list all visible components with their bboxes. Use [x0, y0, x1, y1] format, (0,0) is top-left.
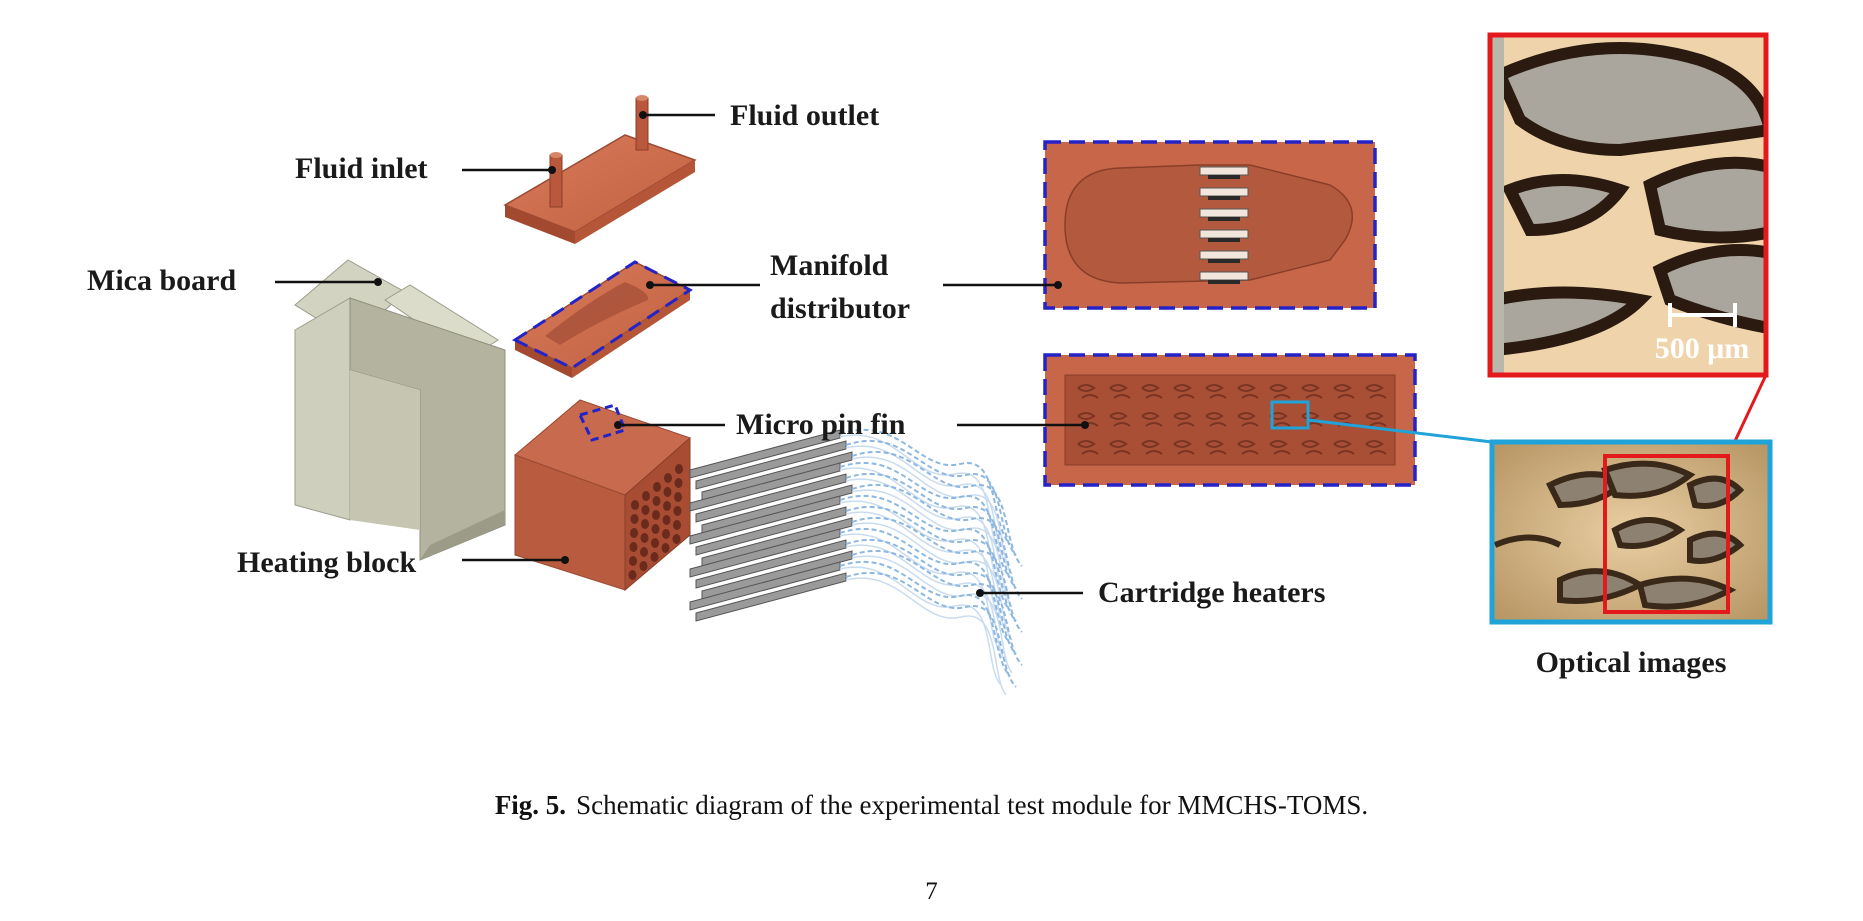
manifold-channel-fins — [1199, 166, 1249, 284]
cartridge-heater — [701, 450, 1023, 575]
optical-image-zoom: 500 μm — [1487, 32, 1769, 378]
label-cartridge-heaters: Cartridge heaters — [1098, 576, 1325, 609]
manifold-fin — [1199, 166, 1249, 176]
heater-hole — [641, 505, 650, 515]
heater-hole — [662, 529, 670, 539]
heater-hole — [629, 556, 637, 566]
fluid-outlet-pipe — [635, 95, 649, 151]
heater-hole — [663, 501, 671, 511]
mica-board-part — [294, 259, 506, 561]
manifold-fin — [1199, 208, 1249, 218]
heater-hole — [664, 473, 672, 483]
label-manifold-line1: Manifold — [770, 249, 889, 282]
heater-hole — [652, 496, 661, 506]
heater-hole — [675, 464, 683, 474]
cartridge-heater — [701, 516, 1023, 641]
manifold-fin — [1199, 271, 1249, 281]
heater-hole — [631, 500, 639, 510]
heater-hole — [639, 561, 648, 571]
heater-hole — [652, 510, 660, 520]
heater-hole — [640, 533, 649, 543]
heater-hole — [651, 538, 659, 548]
heater-hole — [630, 528, 638, 538]
heater-hole — [630, 514, 639, 524]
label-heating-block: Heating block — [237, 546, 416, 579]
heater-hole — [663, 487, 672, 497]
heater-hole — [650, 552, 659, 562]
manifold-distributor-part — [511, 260, 693, 378]
figure-caption: Fig. 5. Schematic diagram of the experime… — [0, 790, 1863, 821]
fluid-inlet-pipe — [549, 152, 563, 208]
page-number: 7 — [925, 878, 938, 905]
scale-bar-label: 500 μm — [1655, 332, 1750, 365]
label-fluid-outlet: Fluid outlet — [730, 99, 879, 132]
heater-hole — [651, 524, 660, 534]
heater-hole — [673, 520, 681, 530]
heater-hole — [674, 492, 682, 502]
label-optical-images: Optical images — [1536, 646, 1727, 679]
leader-lines — [275, 111, 1089, 597]
heater-hole — [641, 519, 649, 529]
cartridge-heater — [701, 549, 1023, 674]
manifold-fin — [1199, 187, 1249, 197]
cyan-callout-line — [1307, 418, 1493, 444]
heating-block-part — [514, 399, 691, 592]
scale-bar: 500 μm — [1655, 303, 1750, 365]
figure-caption-label: Fig. 5. — [494, 790, 567, 820]
pin-fin-pattern — [1077, 384, 1387, 455]
heater-hole — [629, 542, 638, 552]
heater-hole — [672, 534, 681, 544]
cartridge-heaters-part — [689, 428, 1023, 696]
label-fluid-inlet: Fluid inlet — [295, 152, 428, 185]
manifold-fin — [1199, 229, 1249, 239]
micro-pin-fin-detail-panel — [1043, 353, 1417, 487]
heater-holes — [628, 464, 683, 580]
optical-image-overview — [1489, 439, 1773, 625]
heater-hole — [673, 506, 682, 516]
heater-hole — [642, 491, 650, 501]
heater-hole — [674, 478, 683, 488]
heater-hole — [640, 547, 648, 557]
manifold-fin — [1199, 250, 1249, 260]
label-manifold-line2: distributor — [770, 292, 910, 325]
heater-hole — [661, 543, 670, 553]
cartridge-heater — [689, 560, 1011, 685]
label-mica-board: Mica board — [87, 264, 236, 297]
fluid-cover-plate — [503, 95, 697, 244]
label-micro-pin-fin: Micro pin fin — [736, 408, 906, 441]
heater-hole — [662, 515, 671, 525]
heater-hole — [653, 482, 661, 492]
cartridge-heater — [701, 483, 1023, 608]
manifold-detail-panel — [1043, 140, 1377, 310]
cartridge-heater — [695, 571, 1017, 696]
figure-caption-text: Schematic diagram of the experimental te… — [576, 790, 1369, 820]
heater-hole — [628, 570, 637, 580]
